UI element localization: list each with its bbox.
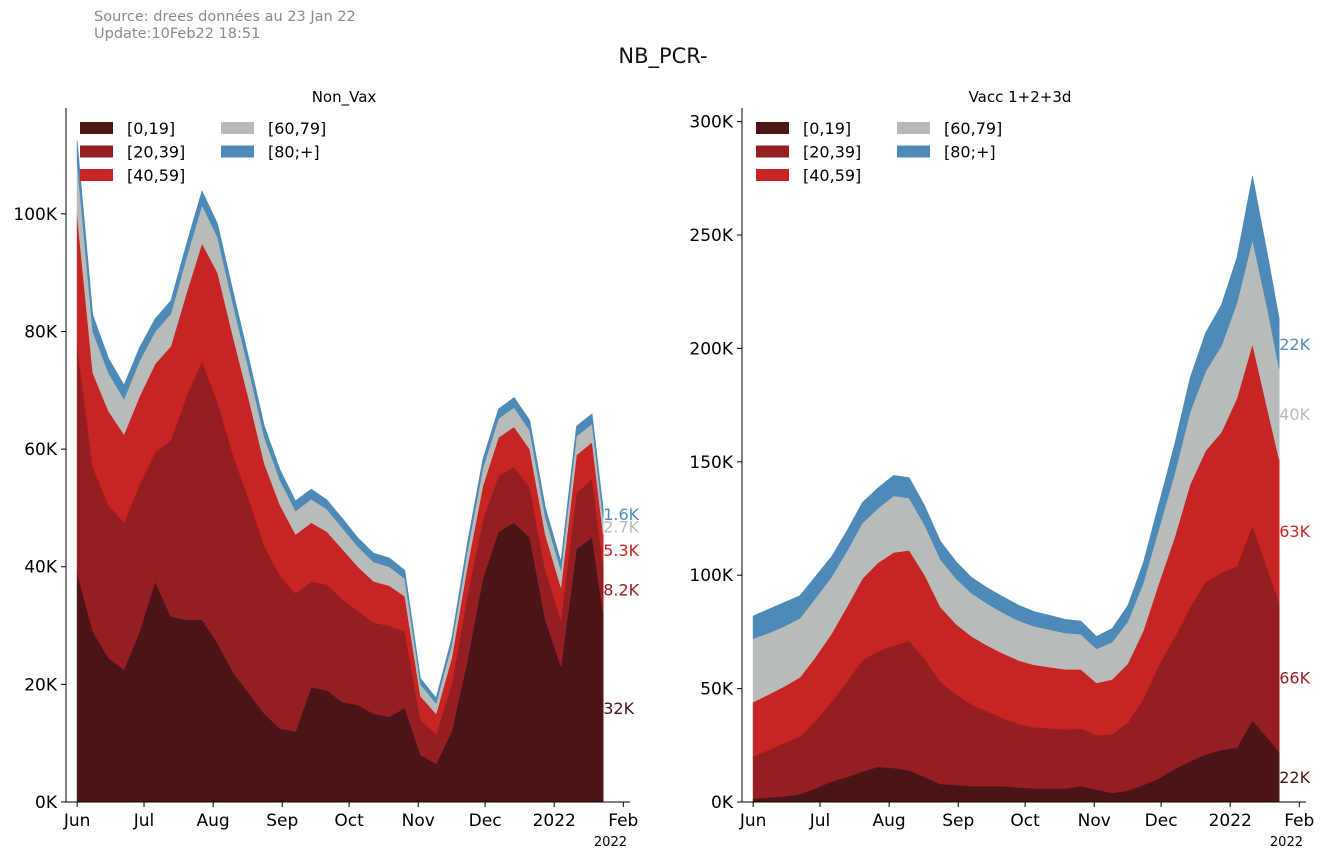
legend-swatch [80,122,113,134]
y-tick-label: 100K [689,566,733,586]
legend-label: [20,39] [127,143,185,162]
y-tick-label: 40K [24,558,58,578]
source-note: Source: drees données au 23 Jan 22 Updat… [94,9,356,42]
end-label: 1.6K [603,505,639,524]
end-label: 22K [1279,335,1310,354]
legend-swatch [221,122,254,134]
area-80-+ [76,140,604,704]
legend-swatch [221,145,254,158]
y-tick-label: 60K [24,440,58,460]
panel-title: Non_Vax [312,88,377,107]
x-tick-label: Jul [133,811,155,831]
end-label: 2.7K [603,517,639,536]
x-tick-label: 2022 [533,811,576,831]
legend-label: [0,19] [127,119,175,138]
x-tick-label: Nov [1078,811,1111,831]
x-tick-label: Sep [942,811,974,831]
end-label: 66K [1279,668,1310,687]
x-tick-label: 2022 [1209,811,1252,831]
legend-swatch [80,169,113,181]
legend-label: [40,59] [803,166,861,185]
y-tick-label: 0K [711,793,734,813]
y-tick-label: 0K [35,793,58,813]
legend-swatch [80,145,113,158]
legend-label: [60,79] [268,119,326,138]
legend-label: [80;+] [268,143,320,162]
x-tick-label: Aug [873,811,906,831]
x-tick-label: Nov [402,811,435,831]
x-tick-label: Dec [1145,811,1178,831]
y-tick-label: 50K [700,680,734,700]
legend-swatch [897,145,930,158]
y-tick-label: 80K [24,322,58,342]
area-80-+ [752,175,1280,650]
end-label: 22K [1279,768,1310,787]
figure-title: NB_PCR- [618,44,708,68]
end-label: 32K [603,699,634,718]
y-tick-label: 300K [689,113,733,133]
y-tick-label: 100K [13,205,57,225]
y-tick-label: 250K [689,226,733,246]
chart-panel-1: 32K 8.2K 5.3K 2.7K1.6K 0K 20K 40K 60K 80K 100K Jun… [13,88,639,850]
x-tick-label: Feb [1284,811,1314,831]
legend-label: [40,59] [127,166,185,185]
legend-swatch [756,169,789,181]
panel-title: Vacc 1+2+3d [969,88,1072,106]
source-line: Source: drees données au 23 Jan 22 [94,9,356,25]
legend-label: [20,39] [803,143,861,162]
legend-label: [0,19] [803,119,851,138]
x-tick-label: Oct [1010,811,1040,831]
x-offset-year: 2022 [594,835,627,850]
x-tick-label: Jul [809,811,831,831]
end-label: 40K [1279,405,1310,424]
x-tick-label: Jun [739,811,767,831]
update-line: Update:10Feb22 18:51 [94,25,261,42]
y-tick-label: 20K [24,675,58,695]
legend-label: [60,79] [944,119,1002,138]
legend-swatch [756,122,789,134]
x-tick-label: Aug [197,811,230,831]
chart-panel-2: 22K 66K 63K 40K 22K 0K 50K 100K 150K 200K 250K 300K… [689,88,1314,850]
x-offset-year: 2022 [1270,835,1303,850]
end-label: 5.3K [603,541,639,560]
y-tick-label: 200K [689,339,733,359]
end-label: 8.2K [603,581,639,600]
x-tick-label: Oct [334,811,364,831]
y-tick-label: 150K [689,453,733,473]
x-tick-label: Feb [608,811,638,831]
legend-swatch [897,122,930,134]
x-tick-label: Sep [266,811,298,831]
x-tick-label: Jun [63,811,91,831]
x-tick-label: Dec [469,811,502,831]
legend-label: [80;+] [944,143,996,162]
end-label: 63K [1279,522,1310,541]
legend-swatch [756,145,789,158]
